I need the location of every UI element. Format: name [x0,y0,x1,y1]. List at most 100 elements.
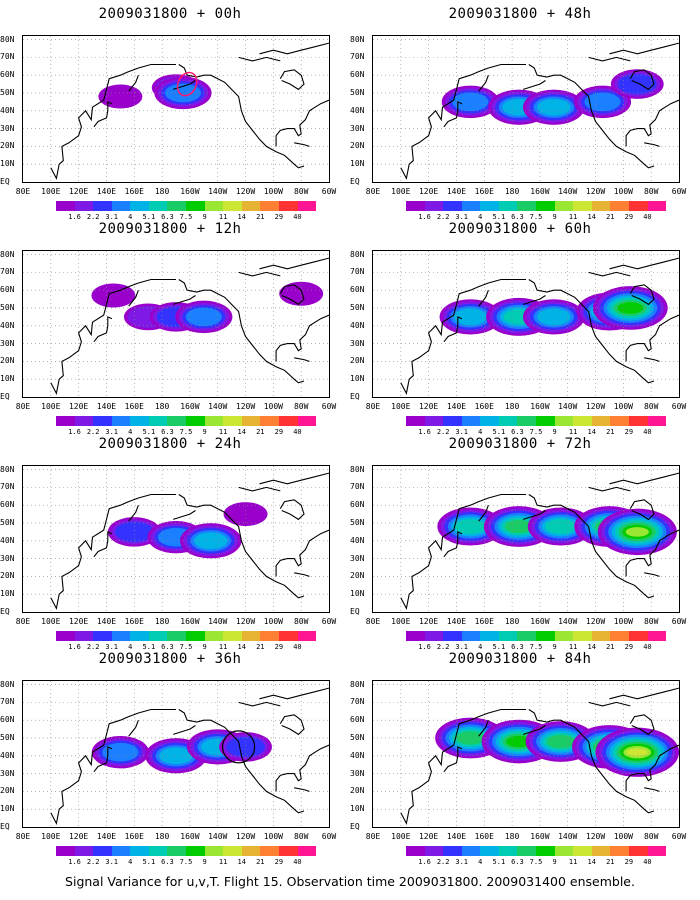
colorbar [406,631,667,641]
colorbar-label: 2.2 [86,213,100,221]
colorbar-label: 2.2 [436,213,450,221]
colorbar-label: 5.1 [142,858,156,866]
colorbar-swatch [167,201,187,211]
x-tick-label: 100W [613,187,633,196]
coastline [128,290,139,307]
x-tick-label: 120E [418,187,439,196]
colorbar-label: 5.1 [142,213,156,221]
colorbar-label: 3.1 [455,213,469,221]
y-tick-label: 40N [350,750,365,760]
colorbar-label: 6.3 [511,643,524,651]
coastline [625,529,679,577]
y-tick-label: 50N [0,302,15,312]
x-tick-label: 60W [321,402,337,411]
colorbar-swatch [297,416,317,426]
y-tick-label: 70N [0,697,15,707]
y-tick-label: 10N [350,374,365,384]
colorbar-swatch [480,846,499,856]
x-tick-label: 120W [235,832,256,841]
colorbar-label: 14 [237,428,246,436]
x-tick-label: 160W [530,832,550,841]
coastline [259,687,329,700]
coastline [128,505,139,522]
colorbar-swatch [628,201,648,211]
colorbar-swatch [573,631,592,641]
colorbar-label: 9 [552,213,557,221]
colorbar-swatch [536,631,555,641]
observation-marker [221,730,256,764]
coastline [238,486,281,492]
colorbar-label: 3.1 [455,643,469,651]
y-tick-label: 80N [0,679,15,689]
coastline [50,63,176,181]
colorbar-label: 2.2 [86,858,100,866]
variance-contour [617,302,644,314]
colorbar-label: 40 [643,643,652,651]
x-tick-label: 140W [558,187,578,196]
coastline [178,709,305,814]
x-tick-label: 60W [321,832,337,841]
y-tick-label: 70N [0,52,15,62]
x-tick-label: 180 [504,187,520,196]
coastline [294,357,310,362]
x-tick-label: 80W [293,617,309,626]
colorbar-swatch [480,631,499,641]
colorbar-swatch [260,416,279,426]
coastline [588,701,631,707]
colorbar-swatch [443,631,462,641]
panel-title: 2009031800 + 36h [98,651,242,667]
coastline [128,720,139,737]
coastline [609,687,679,700]
y-tick-label: 60N [350,715,365,725]
coastline [629,69,655,91]
y-tick-label: 10N [350,804,365,814]
map-svg [23,251,329,397]
colorbar-label: 14 [587,428,596,436]
x-tick-label: 120W [235,187,256,196]
map-svg [373,681,679,827]
y-tick-label: EQ [350,822,360,831]
colorbar-label: 40 [643,213,652,221]
colorbar-label: 2.2 [436,428,450,436]
colorbar-swatch [111,416,131,426]
y-tick-label: 50N [350,87,365,97]
coastline [528,709,655,814]
coastline [625,314,679,362]
coastline [294,142,310,147]
x-tick-label: 180 [154,187,170,196]
coastline [478,720,489,737]
colorbar-swatch [610,846,629,856]
x-tick-label: 100W [613,832,633,841]
x-tick-label: 80E [365,617,381,626]
colorbar-swatch [148,416,168,426]
colorbar-label: 7.5 [529,643,543,651]
y-tick-label: 80N [350,464,365,474]
coastline [528,279,655,384]
colorbar-label: 4 [478,858,483,866]
coastline [178,64,305,169]
x-tick-label: 120W [585,402,606,411]
x-tick-label: 160W [530,402,550,411]
x-tick-label: 120E [68,617,89,626]
x-tick-label: 140E [446,187,467,196]
coastline [588,486,631,492]
variance-contour [506,735,532,748]
colorbar-swatch [167,631,187,641]
variance-contour [452,92,489,112]
map-svg [23,681,329,827]
colorbar-label: 14 [237,858,246,866]
colorbar-swatch [628,631,648,641]
variance-contour [546,734,575,749]
colorbar-swatch [241,416,261,426]
colorbar-swatch [610,201,629,211]
panel-title: 2009031800 + 84h [448,651,592,667]
colorbar-label: 40 [293,643,302,651]
x-tick-label: 120E [418,617,439,626]
x-tick-label: 60W [671,402,687,411]
colorbar-swatch [111,846,131,856]
x-tick-label: 80E [15,832,31,841]
colorbar-swatch [148,201,168,211]
x-tick-label: 60W [321,617,337,626]
colorbar-label: 11 [568,643,578,651]
colorbar-swatch [74,416,94,426]
